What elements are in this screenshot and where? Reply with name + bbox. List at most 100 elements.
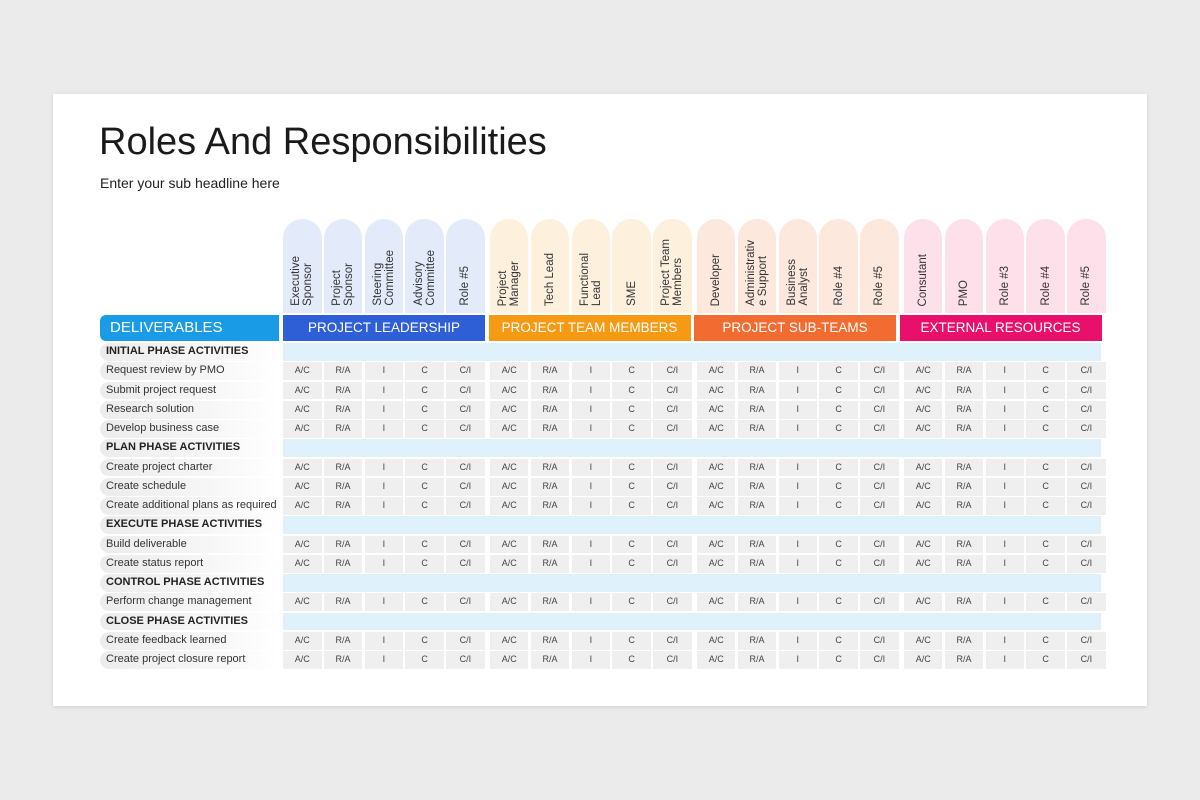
deliverable-label: Develop business case [100,420,279,438]
raci-cell: C [405,381,444,400]
raci-cell: R/A [737,651,777,670]
raci-cell: C [612,381,651,400]
raci-cell: C/I [653,631,692,650]
raci-cell: R/A [737,400,777,419]
role-header: Business Analyst [778,219,818,313]
raci-cell: R/A [944,651,984,670]
raci-cell: C/I [1067,631,1106,650]
raci-cell: I [571,362,611,381]
raci-cell: C/I [1067,381,1106,400]
raci-cell: A/C [489,554,529,573]
raci-cell: C [612,535,651,554]
raci-cell: C/I [860,497,899,515]
raci-cell: C/I [653,400,692,419]
raci-cell: C [612,651,651,670]
raci-cell: I [571,477,611,496]
raci-cell: I [364,497,404,515]
group-header: PROJECT TEAM MEMBERS [488,315,691,341]
raci-cell: R/A [530,400,570,419]
raci-cell: R/A [323,631,363,650]
raci-cell: C/I [446,593,485,612]
raci-cell: C [1026,362,1065,381]
raci-cell: I [571,497,611,515]
raci-cell: I [985,497,1025,515]
phase-row: EXECUTE PHASE ACTIVITIES [100,516,1111,535]
raci-cell: C [1026,458,1065,477]
raci-cell: C/I [653,535,692,554]
raci-cell: A/C [489,477,529,496]
raci-cell: R/A [323,554,363,573]
raci-cell: R/A [737,535,777,554]
raci-cell: A/C [903,458,943,477]
raci-cell: C [819,593,858,612]
raci-cell: I [778,593,818,612]
phase-label: PLAN PHASE ACTIVITIES [100,439,279,458]
raci-cell: C/I [860,381,899,400]
raci-cell: C [612,362,651,381]
group-header: PROJECT SUB-TEAMS [694,315,896,341]
table-row: Create additional plans as required A/C R/… [100,497,1111,516]
raci-cell: A/C [696,381,736,400]
raci-cell: I [571,381,611,400]
raci-cell: C [405,631,444,650]
raci-cell: A/C [489,593,529,612]
raci-cell: C [1026,535,1065,554]
role-header: Role #4 [819,219,858,313]
raci-cell: R/A [737,554,777,573]
raci-cell: C/I [446,400,485,419]
table-row: Research solution A/C R/A I C C/I A/C R/A I C C/I A… [100,400,1111,420]
role-name: Steering Committee [371,250,396,306]
table-row: Create project charter A/C R/A I C C/I A/C R/A I… [100,458,1111,478]
raci-cell: C [819,362,858,381]
deliverable-label: Create project closure report [100,651,279,670]
raci-cell: R/A [944,554,984,573]
table-row: Create feedback learned A/C R/A I C C/I A/C R/A… [100,631,1111,651]
raci-cell: R/A [944,593,984,612]
role-name: Tech Lead [544,252,557,306]
raci-cell: R/A [323,651,363,670]
role-name: Functional Lead [578,252,603,306]
raci-cell: C [819,535,858,554]
raci-cell: R/A [530,535,570,554]
deliverable-label: Create feedback learned [100,631,279,650]
raci-cell: C/I [860,477,899,496]
raci-cell: A/C [283,477,322,496]
table-row: Submit project request A/C R/A I C C/I A/C R/A I… [100,381,1111,401]
raci-cell: C [405,535,444,554]
role-header: Consutant [903,219,943,313]
deliverable-label: Perform change management [100,593,279,612]
raci-cell: C [1026,420,1065,438]
raci-cell: R/A [944,420,984,438]
raci-cell: C [819,497,858,515]
raci-cell: C/I [860,554,899,573]
raci-cell: A/C [903,631,943,650]
raci-cell: I [571,593,611,612]
raci-cell: A/C [489,458,529,477]
raci-cell: A/C [283,497,322,515]
phase-label: CONTROL PHASE ACTIVITIES [100,574,279,592]
raci-cell: A/C [489,535,529,554]
raci-cell: A/C [283,535,322,554]
raci-cell: I [778,651,818,670]
raci-cell: C [819,477,858,496]
raci-cell: I [985,651,1025,670]
raci-cell: C/I [860,362,899,381]
raci-cell: I [364,651,404,670]
raci-cell: C [819,400,858,419]
raci-cell: C [405,497,444,515]
responsibility-matrix: INITIAL PHASE ACTIVITIES Request review b… [100,343,1111,671]
raci-cell: I [571,420,611,438]
raci-cell: C/I [1067,362,1106,381]
raci-cell: I [985,458,1025,477]
role-header: Role #4 [1026,219,1065,313]
raci-cell: C [1026,400,1065,419]
raci-cell: C/I [653,593,692,612]
raci-cell: R/A [944,400,984,419]
raci-cell: I [985,477,1025,496]
deliverable-label: Create project charter [100,458,279,477]
raci-cell: C/I [860,631,899,650]
raci-cell: A/C [283,651,322,670]
raci-cell: C/I [446,535,485,554]
raci-cell: C/I [1067,497,1106,515]
raci-cell: C/I [860,651,899,670]
